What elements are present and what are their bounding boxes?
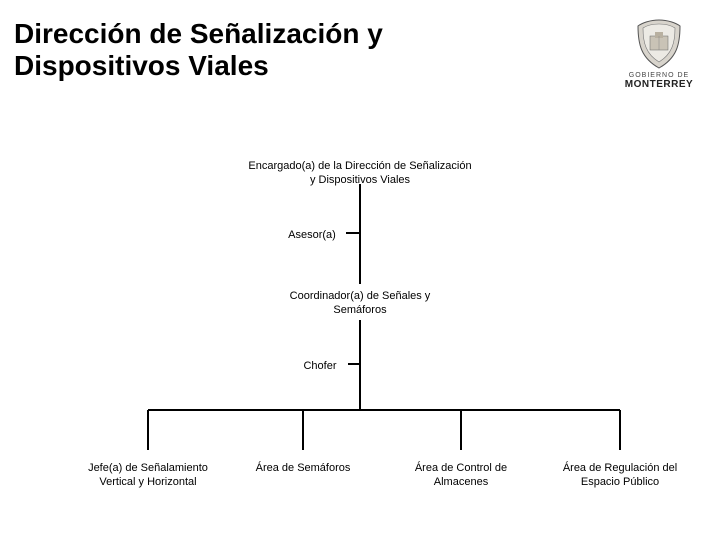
shield-icon (632, 18, 686, 70)
logo-line2: MONTERREY (620, 79, 698, 90)
connector (148, 409, 620, 411)
connector (619, 410, 621, 450)
org-node-leaf1: Jefe(a) de Señalamiento Vertical y Horiz… (73, 462, 223, 490)
gov-logo: GOBIERNO DE MONTERREY (620, 18, 698, 90)
connector (147, 410, 149, 450)
connector (359, 320, 361, 410)
page-title: Dirección de Señalización y Dispositivos… (14, 18, 494, 82)
org-node-leaf4: Área de Regulación del Espacio Público (545, 462, 695, 490)
org-node-coord: Coordinador(a) de Señales y Semáforos (275, 290, 445, 318)
org-node-leaf3: Área de Control de Almacenes (396, 462, 526, 490)
org-node-asesor: Asesor(a) (277, 229, 347, 243)
org-node-chofer: Chofer (290, 360, 350, 374)
connector (348, 363, 360, 365)
logo-line1: GOBIERNO DE (620, 72, 698, 79)
connector (346, 232, 360, 234)
org-node-leaf2: Área de Semáforos (243, 462, 363, 476)
connector (359, 184, 361, 284)
connector (302, 410, 304, 450)
connector (460, 410, 462, 450)
